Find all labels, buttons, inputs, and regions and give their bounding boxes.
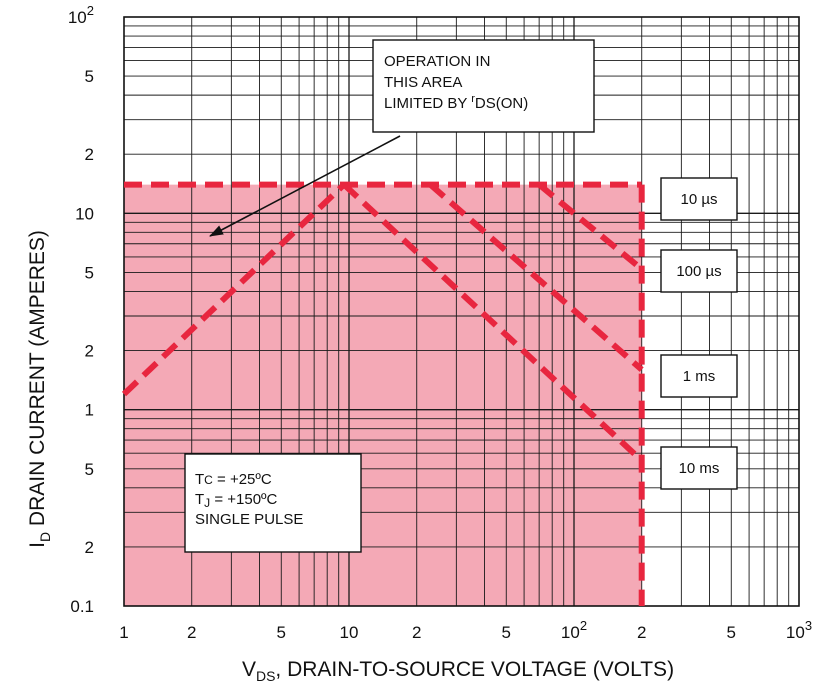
pulse-label-10ms-box: [660, 446, 738, 490]
annotation-line-2: THIS AREA: [384, 74, 462, 91]
x-tick-label-3: 10: [340, 623, 359, 642]
tj-rest: = +150ºC: [210, 491, 277, 508]
pulse-labels: 10 µs 100 µs 1 ms 10 ms: [660, 177, 738, 490]
pulse-label-1ms-box: [660, 354, 738, 398]
y-tick-label-4: 2: [85, 342, 94, 361]
svg-text:OPERATION IN: OPERATION IN: [384, 53, 490, 70]
x-tick-label-5: 5: [502, 623, 511, 642]
pulse-label-100us: 100 µs: [676, 263, 721, 280]
rds-on-annotation: OPERATION IN THIS AREA LIMITED BY rDS(ON…: [209, 39, 595, 237]
x-axis-title-main: V: [242, 658, 256, 681]
svg-text:TC = +25ºC: TC = +25ºC: [195, 471, 272, 488]
annotation-line-1: OPERATION IN: [384, 53, 490, 70]
annotation-line-3-sub: DS(ON): [475, 95, 528, 112]
y-tick-label-3: 1: [85, 401, 94, 420]
y-tick-label-0: 0.1: [70, 597, 94, 616]
y-tick-label-9: 102: [68, 3, 94, 27]
x-tick-label-6: 102: [561, 618, 587, 642]
y-tick-label-8: 5: [85, 67, 94, 86]
conditions-box-frame: [184, 453, 362, 553]
svg-text:LIMITED BY rDS(ON): LIMITED BY rDS(ON): [384, 93, 528, 112]
y-axis-title-main: I: [26, 542, 49, 548]
annotation-line-3-main: LIMITED BY: [384, 95, 471, 112]
x-tick-label-9: 103: [786, 618, 812, 642]
pulse-label-100us-box: [660, 249, 738, 293]
x-axis-title: VDS, DRAIN-TO-SOURCE VOLTAGE (VOLTS): [242, 658, 674, 684]
series-2-line: [428, 182, 644, 372]
pulse-label-1ms: 1 ms: [683, 368, 716, 385]
x-tick-label-7: 2: [637, 623, 646, 642]
x-tick-label-2: 5: [277, 623, 286, 642]
series-3-line: [341, 182, 644, 463]
y-tick-label-6: 10: [75, 204, 94, 223]
x-tick-label-1: 2: [187, 623, 196, 642]
y-axis-title: ID DRAIN CURRENT (AMPERES): [26, 230, 53, 548]
annotation-arrow: [209, 135, 401, 237]
annotation-line-3-r: r: [471, 93, 475, 105]
y-axis-title-sub: D: [37, 532, 53, 542]
tc-main: T: [195, 471, 204, 488]
x-tick-label-4: 2: [412, 623, 421, 642]
plot-frame: [123, 16, 800, 607]
y-tick-label-7: 2: [85, 145, 94, 164]
pulse-label-10us-box: [660, 177, 738, 221]
y-axis-title-rest: DRAIN CURRENT (AMPERES): [26, 230, 49, 532]
x-tick-label-0: 1: [119, 623, 128, 642]
tc-sub: C: [204, 473, 213, 487]
y-tick-label-1: 2: [85, 538, 94, 557]
svg-text:SINGLE PULSE: SINGLE PULSE: [195, 511, 303, 528]
conditions-box: TC = +25ºC TJ = +150ºC SINGLE PULSE: [184, 453, 362, 553]
tj-sub: J: [204, 496, 210, 510]
y-tick-label-5: 5: [85, 263, 94, 282]
x-axis-title-sub: DS: [256, 668, 275, 684]
y-tick-label-2: 5: [85, 460, 94, 479]
x-axis-title-rest: , DRAIN-TO-SOURCE VOLTAGE (VOLTS): [275, 658, 674, 681]
pulse-label-10ms: 10 ms: [679, 460, 720, 477]
svg-text:THIS AREA: THIS AREA: [384, 74, 462, 91]
annotation-box: [372, 39, 595, 133]
tj-main: T: [195, 491, 204, 508]
svg-text:TJ = +150ºC: TJ = +150ºC: [195, 491, 278, 510]
series-0-line: [121, 182, 347, 397]
single-pulse-text: SINGLE PULSE: [195, 511, 303, 528]
series-1-line: [537, 182, 644, 272]
tc-rest: = +25ºC: [213, 471, 272, 488]
x-tick-label-8: 5: [727, 623, 736, 642]
pulse-label-10us: 10 µs: [681, 191, 718, 208]
